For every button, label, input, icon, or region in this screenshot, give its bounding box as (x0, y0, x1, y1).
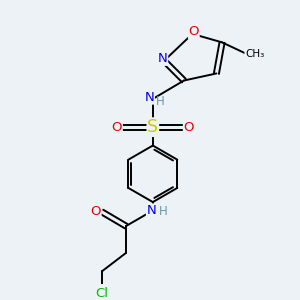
Text: Cl: Cl (95, 287, 109, 300)
Text: O: O (91, 206, 101, 218)
Text: N: N (146, 204, 156, 217)
Text: N: N (158, 52, 168, 65)
Text: N: N (145, 91, 154, 104)
Text: O: O (184, 121, 194, 134)
Text: S: S (147, 118, 158, 136)
Text: H: H (159, 206, 168, 218)
Text: O: O (189, 26, 199, 38)
Text: H: H (156, 95, 165, 108)
Text: O: O (112, 121, 122, 134)
Text: CH₃: CH₃ (245, 49, 264, 59)
